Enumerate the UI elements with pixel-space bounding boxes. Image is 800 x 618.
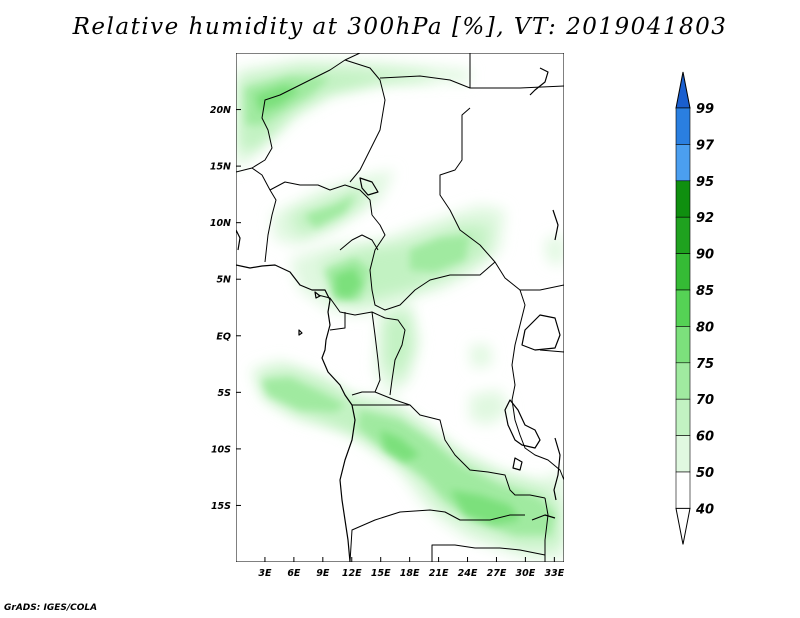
lat-tick-label: 10N	[210, 218, 231, 229]
colorbar-segment	[675, 435, 691, 473]
lat-tick-label: 10S	[211, 444, 231, 455]
colorbar-segment	[675, 180, 691, 218]
lat-tick-label: 5S	[218, 388, 232, 399]
colorbar-label: 95	[696, 175, 714, 190]
grads-credit: GrADS: IGES/COLA	[4, 603, 98, 613]
colorbar-segment	[675, 471, 691, 509]
colorbar-segment	[675, 144, 691, 182]
colorbar-segment	[675, 289, 691, 327]
lon-tick-label: 33E	[544, 568, 564, 579]
colorbar-segment	[675, 362, 691, 400]
lon-tick-label: 30E	[516, 568, 536, 579]
colorbar-segment	[675, 216, 691, 254]
map-area	[236, 53, 564, 562]
lon-tick-label: 27E	[487, 568, 507, 579]
lon-tick-label: 3E	[258, 568, 272, 579]
axis-ticks: 3E 6E 9E 12E 15E 18E 21E 24E 27E 30E 33E 20N 15N 10N 5…	[210, 105, 565, 579]
colorbar-label: 99	[696, 102, 714, 117]
colorbar-label: 85	[696, 284, 714, 299]
colorbar-top-arrow	[675, 71, 691, 109]
colorbar-label: 75	[696, 357, 714, 372]
colorbar-label: 40	[695, 502, 714, 517]
lat-tick-label: 15S	[211, 501, 231, 512]
lon-tick-label: 15E	[371, 568, 391, 579]
colorbar-label: 60	[696, 430, 714, 445]
colorbar-bottom-arrow	[675, 507, 691, 545]
colorbar: 99 97 95 92 90 85 80 75 70 60 50 40	[675, 71, 715, 545]
colorbar-label: 97	[696, 138, 715, 153]
lat-tick-label: 20N	[210, 105, 231, 116]
colorbar-label: 80	[696, 320, 714, 335]
humidity-shading-75	[255, 85, 520, 525]
colorbar-segment	[675, 107, 691, 145]
lon-tick-label: 24E	[458, 568, 478, 579]
lon-tick-label: 12E	[342, 568, 362, 579]
colorbar-segment	[675, 253, 691, 291]
lat-tick-label: EQ	[216, 331, 231, 342]
colorbar-segment	[675, 326, 691, 364]
lon-tick-label: 6E	[287, 568, 301, 579]
colorbar-label: 50	[696, 466, 714, 481]
lon-tick-label: 21E	[429, 568, 449, 579]
country-borders	[236, 53, 564, 562]
colorbar-label: 92	[696, 211, 714, 226]
colorbar-label: 70	[696, 393, 714, 408]
chart-title: Relative humidity at 300hPa [%], VT: 201…	[72, 14, 728, 40]
colorbar-segment	[675, 398, 691, 436]
colorbar-label: 90	[696, 248, 714, 263]
lon-tick-label: 18E	[400, 568, 420, 579]
lat-tick-label: 5N	[216, 275, 231, 286]
lat-tick-label: 15N	[210, 162, 231, 173]
lon-tick-label: 9E	[316, 568, 330, 579]
